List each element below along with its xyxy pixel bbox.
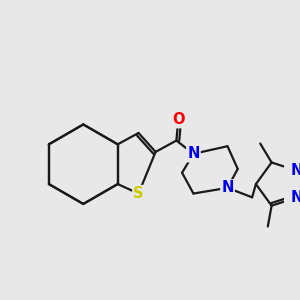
Text: O: O <box>172 112 184 127</box>
Text: N: N <box>221 180 234 195</box>
Text: N: N <box>187 146 200 161</box>
Text: N: N <box>291 190 300 205</box>
Text: N: N <box>291 163 300 178</box>
Text: S: S <box>133 186 144 201</box>
